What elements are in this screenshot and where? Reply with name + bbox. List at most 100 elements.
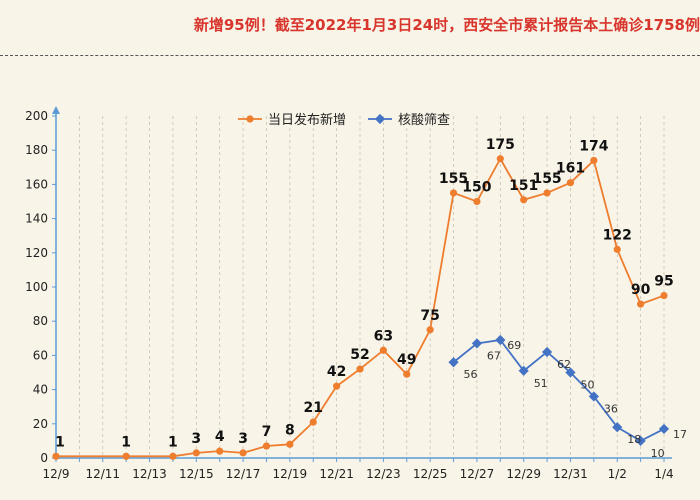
x-tick-label: 12/11 bbox=[85, 467, 120, 481]
data-point bbox=[192, 449, 200, 457]
x-tick-label: 12/13 bbox=[132, 467, 167, 481]
x-tick-label: 12/29 bbox=[506, 467, 541, 481]
data-label: 175 bbox=[486, 137, 515, 153]
y-tick-label: 40 bbox=[33, 383, 48, 397]
data-label: 17 bbox=[673, 428, 687, 441]
data-label: 122 bbox=[603, 227, 632, 243]
data-label: 67 bbox=[487, 349, 501, 362]
data-label: 3 bbox=[191, 431, 201, 447]
data-label: 1 bbox=[168, 434, 178, 450]
data-point bbox=[543, 189, 551, 197]
data-point bbox=[520, 196, 528, 204]
data-point bbox=[496, 155, 504, 163]
data-point bbox=[588, 391, 599, 402]
data-point bbox=[473, 197, 481, 206]
divider bbox=[0, 55, 700, 56]
data-label: 155 bbox=[532, 171, 561, 187]
data-label: 4 bbox=[215, 429, 225, 445]
x-tick-label: 12/31 bbox=[553, 467, 588, 481]
data-label: 36 bbox=[604, 402, 618, 415]
data-label: 75 bbox=[420, 308, 439, 324]
data-label: 18 bbox=[627, 433, 641, 446]
y-tick-label: 120 bbox=[25, 246, 48, 260]
data-label: 150 bbox=[462, 180, 491, 196]
x-tick-label: 12/25 bbox=[413, 467, 448, 481]
y-axis-arrow bbox=[52, 106, 60, 114]
y-tick-label: 140 bbox=[25, 212, 48, 226]
legend-label: 当日发布新增 bbox=[268, 112, 346, 128]
x-tick-label: 1/4 bbox=[654, 467, 673, 481]
data-label: 3 bbox=[238, 431, 248, 447]
data-label: 161 bbox=[556, 161, 585, 177]
y-tick-label: 0 bbox=[40, 451, 48, 465]
data-point bbox=[169, 452, 177, 460]
data-label: 7 bbox=[262, 424, 272, 440]
data-point bbox=[52, 452, 60, 460]
x-tick-label: 12/15 bbox=[179, 467, 214, 481]
data-point bbox=[309, 418, 317, 426]
series bbox=[52, 155, 670, 460]
data-label: 1 bbox=[121, 434, 131, 450]
x-tick-label: 1/2 bbox=[608, 467, 627, 481]
data-label: 50 bbox=[580, 379, 594, 392]
data-point bbox=[590, 156, 598, 165]
y-tick-label: 200 bbox=[25, 109, 48, 123]
data-labels: 1 1 1 3 4 3 7 821425263497515515017515115516117… bbox=[55, 137, 687, 460]
data-point bbox=[613, 245, 621, 253]
series-line-new-cases bbox=[56, 156, 665, 458]
data-point bbox=[495, 334, 506, 346]
data-label: 42 bbox=[327, 364, 346, 380]
data-point bbox=[660, 291, 668, 300]
data-point bbox=[635, 435, 646, 446]
data-label: 1 bbox=[55, 434, 65, 450]
data-label: 155 bbox=[439, 171, 468, 187]
data-point bbox=[216, 447, 224, 455]
x-tick-label: 12/23 bbox=[366, 467, 401, 481]
legend-label: 核酸筛查 bbox=[398, 113, 450, 128]
y-tick-label: 80 bbox=[33, 314, 48, 328]
data-point bbox=[426, 326, 434, 334]
x-tick-label: 12/21 bbox=[319, 467, 354, 481]
data-label: 49 bbox=[397, 352, 416, 368]
data-point bbox=[566, 179, 575, 187]
series-line-screening bbox=[452, 339, 665, 442]
data-label: 90 bbox=[631, 282, 651, 298]
y-tick-label: 100 bbox=[25, 280, 48, 294]
data-label: 51 bbox=[534, 377, 548, 390]
y-tick-label: 60 bbox=[33, 348, 48, 362]
data-point bbox=[637, 300, 645, 308]
data-point bbox=[356, 365, 364, 373]
data-label: 69 bbox=[507, 339, 521, 352]
data-point bbox=[658, 423, 670, 435]
data-label: 151 bbox=[509, 178, 538, 194]
data-point bbox=[286, 440, 294, 448]
data-label: 95 bbox=[654, 274, 673, 290]
legend-marker bbox=[246, 115, 254, 123]
data-point bbox=[379, 346, 387, 354]
grid bbox=[78, 116, 665, 458]
y-tick-label: 180 bbox=[25, 143, 48, 157]
data-point bbox=[262, 442, 271, 450]
data-point bbox=[541, 346, 553, 358]
data-point bbox=[449, 189, 458, 197]
data-label: 52 bbox=[350, 347, 369, 363]
x-tick-label: 12/9 bbox=[43, 467, 70, 481]
data-point bbox=[122, 452, 130, 460]
data-label: 56 bbox=[464, 368, 478, 381]
headline: 新增95例！截至2022年1月3日24时，西安全市累计报告本土确诊1758例 bbox=[193, 16, 700, 34]
y-tick-label: 20 bbox=[33, 417, 48, 431]
x-tick-label: 12/17 bbox=[226, 467, 261, 481]
data-label: 8 bbox=[285, 422, 295, 438]
y-tick-label: 160 bbox=[25, 177, 48, 191]
data-label: 63 bbox=[374, 328, 393, 344]
x-tick-label: 12/27 bbox=[460, 467, 495, 481]
data-point bbox=[239, 449, 247, 457]
data-label: 10 bbox=[651, 447, 665, 460]
data-point bbox=[612, 422, 623, 433]
data-label: 174 bbox=[579, 138, 608, 154]
data-label: 21 bbox=[303, 400, 322, 416]
data-label: 62 bbox=[557, 358, 571, 371]
legend: 当日发布新增 核酸筛查 bbox=[238, 112, 450, 128]
